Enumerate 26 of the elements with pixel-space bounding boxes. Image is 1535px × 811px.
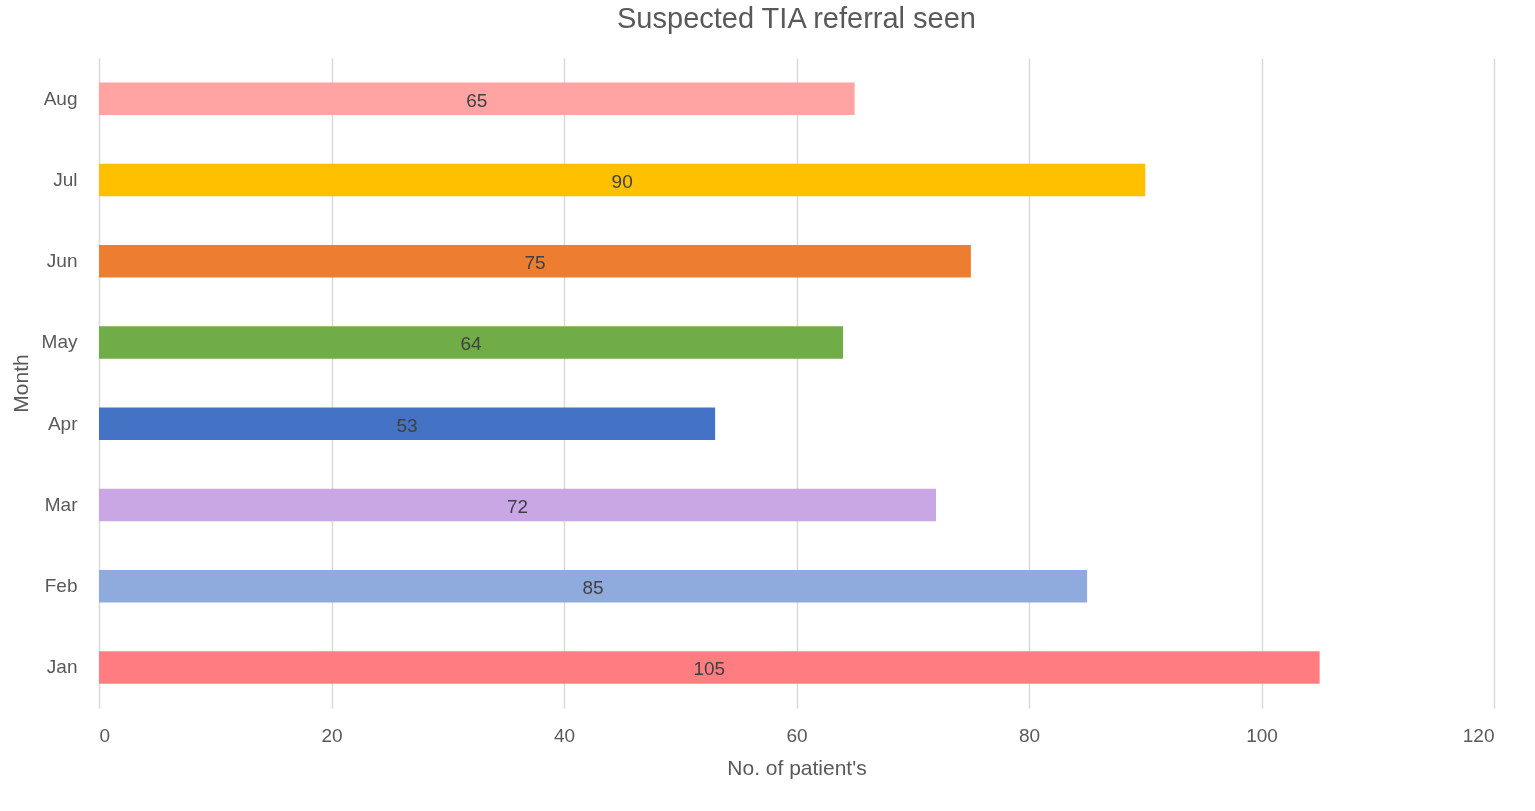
y-tick-label: Feb <box>44 575 78 597</box>
x-tick-label: 40 <box>553 724 576 746</box>
x-tick-label: 120 <box>1462 724 1495 746</box>
x-tick-label: 60 <box>786 724 808 746</box>
data-label: 85 <box>582 577 604 599</box>
x-tick-label: 0 <box>99 724 111 746</box>
chart-title: Suspected TIA referral seen <box>617 2 976 34</box>
y-axis-title: Month <box>8 354 32 413</box>
y-tick-label: May <box>41 331 78 353</box>
data-label: 64 <box>460 333 482 355</box>
data-label: 53 <box>396 414 418 436</box>
data-label: 65 <box>466 89 488 111</box>
y-tick-label: Mar <box>44 493 79 515</box>
y-tick-label: Jun <box>46 250 78 272</box>
data-label: 72 <box>506 495 529 517</box>
y-tick-label: Apr <box>47 412 79 434</box>
y-tick-label: Aug <box>43 87 78 109</box>
data-label: 90 <box>611 170 633 192</box>
x-tick-label: 80 <box>1018 724 1041 746</box>
x-axis-title: No. of patient's <box>727 755 867 779</box>
data-label: 105 <box>693 658 726 680</box>
data-label: 75 <box>524 252 546 274</box>
y-tick-label: Jul <box>53 168 78 190</box>
x-tick-label: 100 <box>1246 724 1278 746</box>
y-tick-label: Jan <box>46 656 78 678</box>
x-tick-label: 20 <box>321 724 343 746</box>
